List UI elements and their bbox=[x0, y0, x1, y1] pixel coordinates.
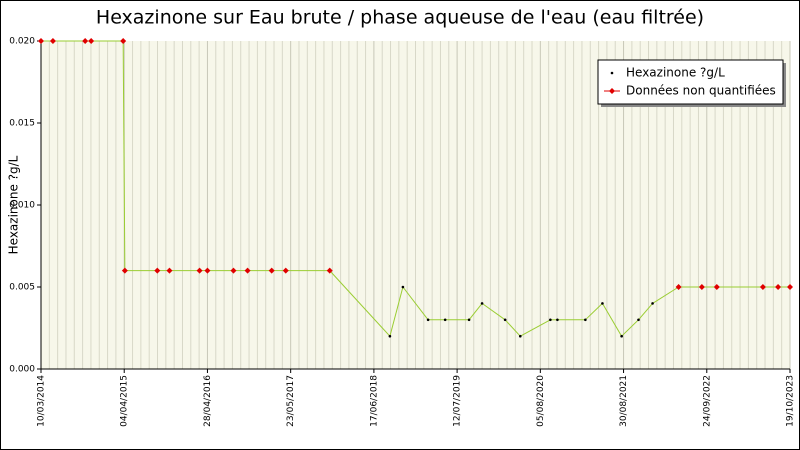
legend-marker bbox=[610, 71, 614, 75]
x-tick-label: 17/06/2018 bbox=[369, 375, 379, 427]
unquantified-point bbox=[775, 284, 782, 290]
line-segment bbox=[481, 302, 506, 321]
y-tick-label: 0.015 bbox=[9, 119, 35, 129]
unquantified-point bbox=[759, 284, 766, 290]
legend-label: Hexazinone ?g/L bbox=[626, 66, 725, 80]
y-tick-label: 0.005 bbox=[9, 283, 35, 293]
data-point bbox=[518, 334, 522, 338]
x-tick-label: 10/03/2014 bbox=[37, 375, 47, 427]
unquantified-point bbox=[196, 267, 203, 274]
line-segment bbox=[389, 286, 404, 337]
data-point bbox=[584, 318, 587, 322]
x-tick-label: 04/04/2015 bbox=[120, 375, 130, 427]
data-point bbox=[620, 334, 623, 338]
unquantified-point bbox=[675, 284, 682, 290]
unquantified-point bbox=[88, 38, 95, 44]
data-point bbox=[601, 302, 604, 305]
line-segment bbox=[638, 303, 653, 321]
data-point bbox=[503, 318, 507, 322]
x-tick-label: 24/09/2022 bbox=[702, 375, 712, 427]
line-segment bbox=[621, 319, 639, 337]
line-segment bbox=[468, 303, 483, 321]
line-segment bbox=[652, 286, 679, 304]
data-point bbox=[401, 285, 405, 289]
x-tick-label: 28/04/2016 bbox=[203, 375, 213, 427]
x-tick-label: 19/10/2023 bbox=[786, 375, 796, 427]
unquantified-point bbox=[121, 267, 128, 274]
y-tick-label: 0.010 bbox=[9, 201, 35, 211]
unquantified-point bbox=[787, 284, 793, 290]
x-tick-label: 12/07/2019 bbox=[453, 375, 463, 427]
data-point bbox=[443, 318, 447, 322]
data-point bbox=[556, 318, 559, 322]
unquantified-point bbox=[166, 267, 173, 274]
unquantified-point bbox=[49, 38, 56, 44]
y-axis-label: Hexazinone ?g/L bbox=[7, 155, 21, 254]
line-segment bbox=[329, 270, 391, 337]
x-tick-label: 23/05/2017 bbox=[286, 375, 296, 427]
data-point bbox=[651, 302, 654, 305]
line-segment bbox=[601, 303, 623, 337]
unquantified-point bbox=[326, 267, 333, 274]
unquantified-point bbox=[120, 38, 127, 44]
line-segment bbox=[402, 286, 429, 321]
legend-marker bbox=[609, 88, 615, 94]
unquantified-point bbox=[282, 267, 289, 274]
line-segment bbox=[520, 319, 551, 337]
data-point bbox=[549, 318, 552, 322]
unquantified-point bbox=[38, 38, 44, 44]
legend bbox=[597, 59, 784, 105]
data-point bbox=[388, 334, 392, 338]
data-point bbox=[467, 318, 471, 322]
unquantified-point bbox=[230, 267, 237, 274]
data-point bbox=[480, 302, 484, 305]
line-segment bbox=[585, 303, 603, 321]
unquantified-point bbox=[154, 267, 161, 274]
x-tick-label: 05/08/2020 bbox=[536, 375, 546, 427]
unquantified-point bbox=[713, 284, 720, 290]
chart-title: Hexazinone sur Eau brute / phase aqueuse… bbox=[96, 7, 704, 29]
y-tick-label: 0.000 bbox=[9, 365, 35, 375]
unquantified-point bbox=[204, 267, 211, 274]
unquantified-point bbox=[244, 267, 251, 274]
x-tick-label: 30/08/2021 bbox=[619, 375, 629, 427]
unquantified-point bbox=[698, 284, 705, 290]
line-segment bbox=[122, 40, 126, 271]
data-point bbox=[637, 318, 640, 322]
unquantified-point bbox=[268, 267, 275, 274]
legend-label: Données non quantifiées bbox=[626, 84, 776, 98]
unquantified-point bbox=[82, 38, 89, 44]
y-tick-label: 0.020 bbox=[9, 37, 35, 47]
data-point bbox=[426, 318, 430, 322]
line-segment bbox=[504, 319, 521, 337]
